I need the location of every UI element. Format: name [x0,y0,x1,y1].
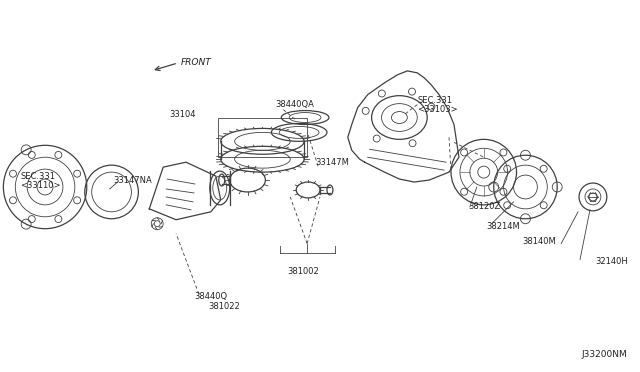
Text: 38440QA: 38440QA [275,100,314,109]
Text: 381002: 381002 [287,267,319,276]
Text: SEC.331: SEC.331 [417,96,452,105]
Text: 33147NA: 33147NA [113,176,152,185]
Text: J33200NM: J33200NM [582,350,628,359]
Text: 33147M: 33147M [315,158,349,167]
Text: 38140M: 38140M [522,237,556,246]
Text: 33104: 33104 [169,110,196,119]
Text: SEC.331: SEC.331 [20,171,55,180]
Text: FRONT: FRONT [181,58,212,67]
Text: 38120Z: 38120Z [468,202,500,211]
Text: <33103>: <33103> [417,105,458,114]
Text: 381022: 381022 [208,302,239,311]
Text: <33110>: <33110> [20,180,61,189]
Text: 38440Q: 38440Q [194,292,227,301]
Text: 38214M: 38214M [487,222,520,231]
Text: 32140H: 32140H [595,257,628,266]
